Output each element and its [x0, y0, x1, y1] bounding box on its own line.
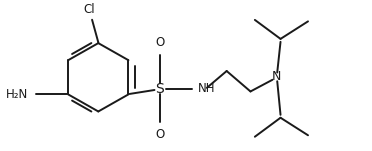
Text: Cl: Cl: [83, 3, 95, 16]
Text: N: N: [272, 70, 282, 83]
Text: S: S: [155, 82, 164, 96]
Text: H₂N: H₂N: [6, 88, 28, 101]
Text: O: O: [155, 128, 164, 141]
Text: O: O: [155, 36, 164, 49]
Text: NH: NH: [198, 82, 216, 95]
